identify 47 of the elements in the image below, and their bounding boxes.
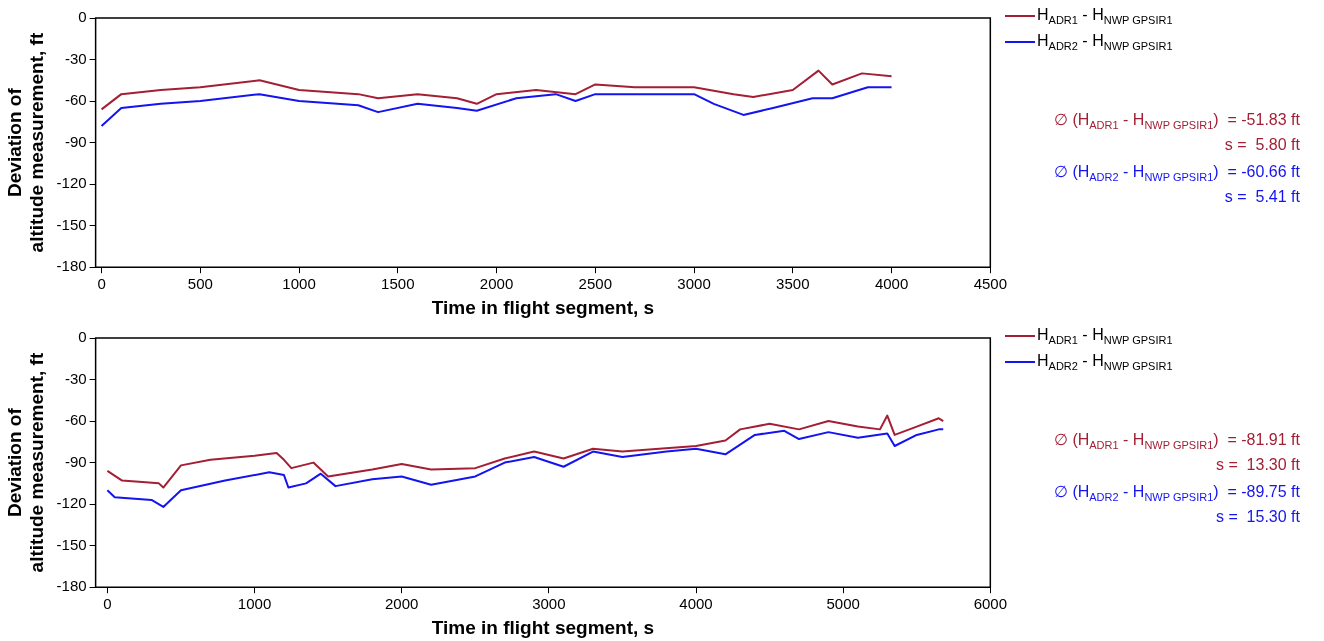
- y-tick-label: -60: [64, 91, 87, 109]
- x-tick-label: 3000: [677, 275, 711, 293]
- y-tick-label: 0: [78, 8, 87, 26]
- y-tick-label: 0: [78, 328, 87, 346]
- text: ∅ (H$_{ADR2}$ - H$_{NWP GPSIR1}$) = -60.66 ft: [1052, 162, 1300, 186]
- legend-label: H$_{ADR2}$ - H$_{NWP GPSIR1}$: [1037, 32, 1173, 53]
- y-tick-label: -180: [56, 257, 87, 275]
- x-axis-title: Time in flight segment, s: [431, 296, 655, 318]
- x-tick-label: 0: [97, 275, 106, 293]
- x-tick-label: 1000: [237, 595, 272, 613]
- x-tick-label: 2000: [385, 595, 419, 613]
- legend-label: H$_{ADR2}$ - H$_{NWP GPSIR1}$: [1037, 352, 1173, 373]
- x-tick-label: 1000: [282, 275, 316, 293]
- x-tick-label: 5000: [826, 595, 860, 613]
- text: s = 5.41 ft: [1223, 188, 1300, 207]
- y-tick-label: -90: [64, 132, 87, 150]
- legend-label: H$_{ADR1}$ - H$_{NWP GPSIR1}$: [1037, 6, 1173, 27]
- y-tick-label: -60: [64, 411, 87, 429]
- x-tick-label: 4000: [874, 275, 909, 293]
- text: s = 15.30 ft: [1214, 508, 1300, 527]
- text: ∅ (H$_{ADR1}$ - H$_{NWP GPSIR1}$) = -81.91 ft: [1052, 430, 1300, 454]
- y-tick-label: -30: [64, 369, 87, 387]
- x-tick-label: 2000: [479, 275, 514, 293]
- y-axis-title: Deviation of altitude measurement, ft: [3, 32, 48, 253]
- x-tick-label: 0: [103, 595, 112, 613]
- x-tick-label: 6000: [973, 595, 1007, 613]
- y-tick-label: -180: [56, 577, 87, 595]
- text: ∅ (H$_{ADR1}$ - H$_{NWP GPSIR1}$) = -51.83 ft: [1052, 110, 1300, 134]
- x-tick-label: 3000: [532, 595, 566, 613]
- text: s = 13.30 ft: [1214, 456, 1300, 475]
- text: ∅ (H$_{ADR2}$ - H$_{NWP GPSIR1}$) = -89.75 ft: [1052, 482, 1300, 506]
- x-tick-label: 500: [187, 275, 213, 293]
- x-tick-label: 4500: [973, 275, 1007, 293]
- y-tick-label: -150: [56, 215, 87, 233]
- x-tick-label: 2500: [578, 275, 612, 293]
- x-axis-title: Time in flight segment, s: [431, 616, 655, 638]
- x-tick-label: 1500: [381, 275, 415, 293]
- legend-label: H$_{ADR1}$ - H$_{NWP GPSIR1}$: [1037, 326, 1173, 347]
- y-tick-label: -150: [56, 535, 87, 553]
- y-tick-label: -30: [64, 49, 87, 67]
- y-tick-label: -120: [56, 494, 87, 512]
- x-tick-label: 3500: [776, 275, 810, 293]
- y-axis-title: Deviation of altitude measurement, ft: [3, 352, 48, 573]
- y-tick-label: -120: [56, 174, 87, 192]
- text: s = 5.80 ft: [1223, 136, 1300, 155]
- y-tick-label: -90: [64, 452, 87, 470]
- x-tick-label: 4000: [679, 595, 713, 613]
